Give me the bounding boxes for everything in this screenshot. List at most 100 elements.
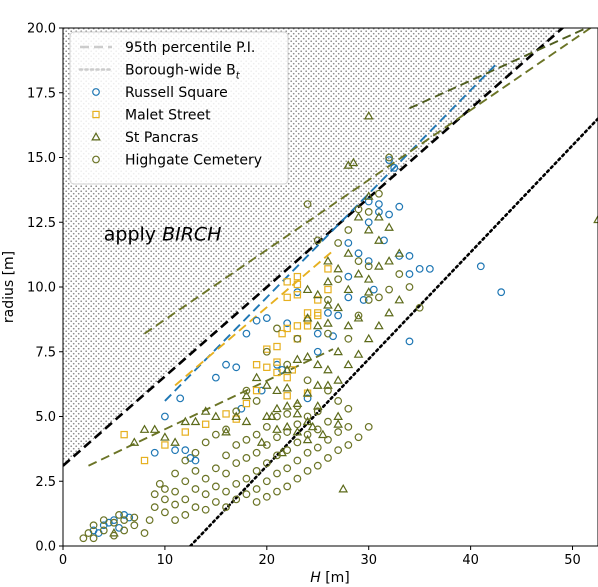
series-st-pancras — [109, 111, 598, 537]
data-point — [273, 469, 281, 478]
data-point — [344, 441, 353, 449]
data-point — [364, 207, 373, 216]
data-point — [222, 451, 230, 460]
data-point — [374, 261, 384, 270]
data-point — [130, 513, 139, 522]
data-point — [323, 380, 333, 389]
data-point — [262, 314, 271, 322]
data-point — [273, 412, 281, 421]
data-point — [263, 345, 271, 353]
data-point — [272, 424, 282, 433]
data-point — [353, 313, 364, 322]
data-point — [222, 410, 230, 418]
data-point — [354, 205, 363, 214]
data-point — [283, 446, 292, 455]
data-point — [232, 441, 241, 449]
legend-item: Russell Square — [92, 85, 228, 101]
data-point — [283, 319, 292, 328]
data-point — [292, 408, 303, 418]
data-point — [283, 428, 292, 436]
data-point — [593, 214, 598, 224]
data-point — [262, 492, 271, 501]
data-point — [293, 402, 302, 411]
data-point — [364, 218, 373, 227]
data-point — [110, 531, 118, 540]
data-point — [282, 383, 293, 392]
data-point — [272, 403, 282, 413]
data-point — [145, 516, 154, 524]
data-point — [314, 309, 322, 317]
legend-label: Russell Square — [125, 85, 228, 101]
legend-label: Borough-wide Bt — [125, 63, 241, 82]
data-point — [140, 456, 149, 465]
data-point — [181, 477, 190, 486]
data-point — [232, 363, 241, 372]
data-point — [333, 302, 343, 312]
data-point — [273, 368, 281, 377]
data-point — [405, 283, 414, 291]
data-point — [369, 285, 378, 294]
data-point — [191, 456, 200, 465]
data-point — [252, 361, 261, 369]
data-point — [191, 485, 200, 493]
data-point — [363, 274, 374, 283]
y-tick-label: 17.5 — [27, 86, 56, 101]
data-point — [293, 456, 302, 465]
data-point — [303, 448, 312, 457]
legend-item: 95th percentile P.I. — [80, 40, 255, 56]
data-point — [323, 300, 333, 309]
data-point — [191, 448, 200, 457]
data-point — [497, 288, 506, 297]
data-point — [313, 329, 322, 338]
data-point — [232, 459, 241, 468]
data-point — [313, 407, 322, 416]
data-point — [201, 505, 210, 514]
data-point — [354, 433, 363, 442]
data-point — [283, 293, 291, 302]
y-tick-label: 7.5 — [35, 345, 56, 360]
legend-marker — [92, 88, 100, 96]
data-point — [323, 318, 333, 327]
data-point — [232, 495, 241, 504]
data-point — [211, 373, 220, 382]
data-point — [222, 425, 230, 434]
data-point — [374, 320, 384, 330]
data-point — [344, 272, 353, 281]
y-tick-label: 2.5 — [35, 475, 56, 490]
data-point — [324, 417, 332, 426]
line-upper-bound-black-dashed- — [63, 28, 565, 467]
data-point — [232, 407, 241, 416]
data-point — [293, 334, 302, 343]
data-point — [231, 411, 242, 420]
fit-lines — [63, 28, 598, 546]
data-point — [334, 446, 343, 455]
data-point — [222, 469, 230, 478]
data-point — [394, 294, 405, 304]
data-point — [324, 285, 332, 294]
data-point — [333, 411, 343, 420]
data-point — [273, 451, 281, 460]
data-point — [149, 424, 160, 433]
data-point — [241, 390, 252, 400]
data-point — [344, 226, 353, 234]
data-points — [79, 111, 598, 543]
data-point — [303, 376, 312, 385]
data-point — [89, 534, 98, 543]
line-russell-square-p-i- — [164, 63, 497, 402]
data-point — [252, 485, 261, 493]
data-point — [283, 324, 291, 333]
data-point — [312, 401, 323, 410]
data-point — [161, 495, 169, 504]
data-point — [130, 521, 139, 530]
data-point — [363, 287, 374, 296]
data-point — [333, 375, 343, 384]
data-point — [302, 313, 313, 322]
data-point — [252, 397, 261, 405]
data-point — [242, 386, 251, 395]
data-point — [211, 411, 221, 420]
x-axis-unit: [m] — [321, 570, 350, 586]
data-point — [200, 406, 211, 415]
annotation-emph: BIRCH — [162, 223, 221, 245]
data-point — [252, 466, 261, 475]
data-point — [375, 293, 383, 302]
